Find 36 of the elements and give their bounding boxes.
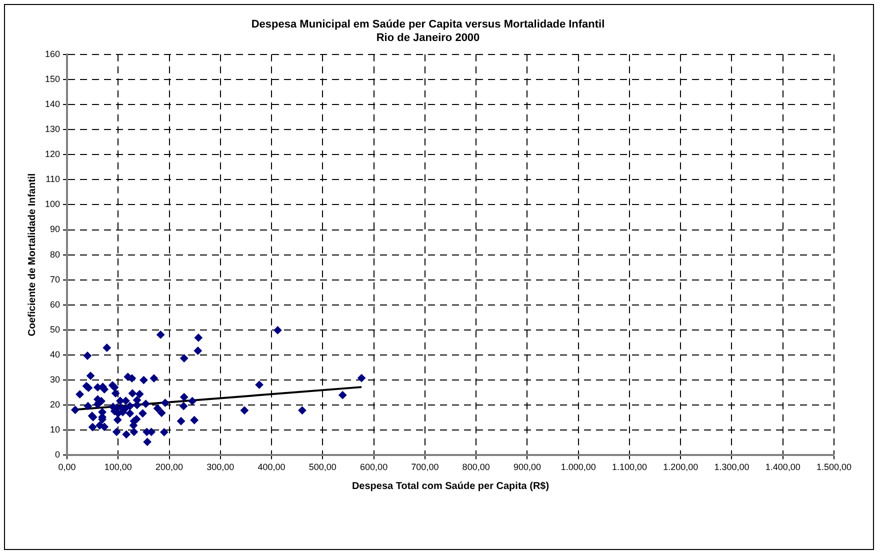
y-tick-label: 40 — [50, 349, 60, 360]
y-tick-label: 10 — [50, 424, 60, 435]
y-tick-label: 30 — [50, 374, 60, 385]
x-tick-label: 1.400,00 — [765, 462, 800, 472]
x-tick-label: 200,00 — [156, 462, 184, 472]
y-tick-label: 110 — [46, 174, 60, 184]
x-tick-label: 1.200,00 — [663, 462, 698, 472]
y-tick-label: 0 — [55, 450, 60, 460]
x-tick-label: 0,00 — [58, 462, 76, 472]
y-tick-label: 150 — [44, 74, 60, 84]
y-tick-label: 100 — [44, 199, 60, 210]
x-axis-title: Despesa Total com Saúde per Capita (R$) — [352, 480, 550, 492]
y-tick-label: 140 — [44, 98, 60, 109]
chart-title: Despesa Municipal em Saúde per Capita versus Mortalidade Infantil Rio de Janeiro 2000 — [251, 18, 605, 44]
y-tick-label: 90 — [50, 224, 60, 234]
x-tick-label: 800,00 — [462, 462, 490, 472]
x-tick-label: 700,00 — [411, 462, 439, 472]
x-tick-label: 500,00 — [308, 462, 336, 472]
x-tick-label: 400,00 — [258, 462, 286, 472]
x-tick-label: 900,00 — [513, 462, 541, 472]
y-tick-label: 70 — [50, 274, 60, 284]
y-tick-label: 60 — [50, 299, 60, 310]
x-tick-label: 1.300,00 — [714, 462, 750, 472]
y-tick-label: 50 — [50, 324, 60, 334]
x-tick-label: 1.000,00 — [560, 462, 596, 472]
y-tick-label: 130 — [44, 124, 60, 134]
y-tick-label: 160 — [44, 48, 60, 59]
y-tick-label: 80 — [50, 249, 60, 260]
x-tick-label: 1.100,00 — [612, 462, 647, 472]
x-tick-label: 100,00 — [104, 462, 132, 472]
x-tick-label: 1.500,00 — [816, 462, 852, 472]
y-tick-label: 120 — [44, 149, 60, 160]
x-tick-label: 300,00 — [206, 462, 234, 472]
y-axis-title: Coeficiente de Mortalidade Infantil — [26, 173, 38, 336]
y-tick-label: 20 — [50, 400, 60, 410]
x-tick-label: 600,00 — [360, 462, 388, 472]
